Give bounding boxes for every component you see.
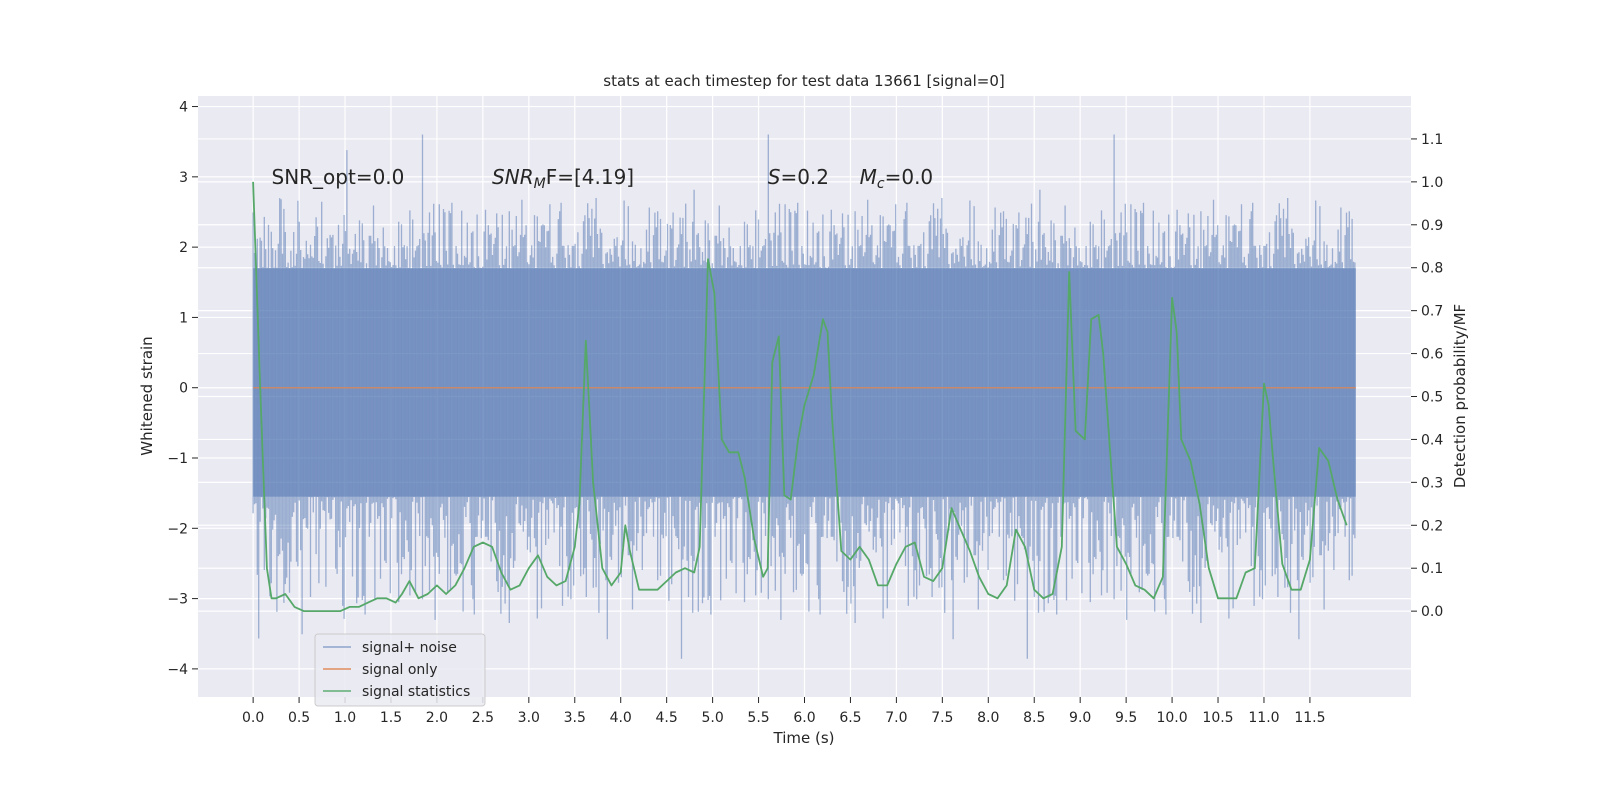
legend-label: signal statistics	[362, 684, 470, 700]
y-axis-right-ticks: 0.0 0.1 0.2 0.3 0.4 0.5 0.6 0.7 0.8 0.9 1.0 1.1	[1411, 132, 1443, 620]
x-axis-ticks: 0.0 0.5 1.0 1.5 2.0 2.5 3.0 3.5 4.0 4.5 5.0 5.5 6.0 6…	[242, 697, 1326, 726]
legend: signal+ noise signal only signal statistic…	[314, 633, 486, 707]
y-right-tick-label: 0.4	[1421, 432, 1443, 448]
x-tick-label: 0.5	[288, 710, 310, 726]
y-tick-label: −1	[167, 451, 188, 467]
x-tick-label: 10.5	[1202, 710, 1233, 726]
legend-label: signal+ noise	[362, 640, 457, 656]
x-tick-label: 0.0	[242, 710, 264, 726]
x-tick-label: 9.0	[1069, 710, 1091, 726]
x-tick-label: 10.0	[1156, 710, 1187, 726]
y-tick-label: 1	[179, 310, 188, 326]
x-axis-label: Time (s)	[773, 729, 835, 747]
y-tick-label: 2	[179, 240, 188, 256]
x-tick-label: 9.5	[1115, 710, 1137, 726]
stat-annotation: Mc=0.0	[860, 165, 934, 192]
y-tick-label: 3	[179, 170, 188, 186]
y-tick-label: −4	[167, 662, 188, 678]
x-tick-label: 8.5	[1023, 710, 1045, 726]
x-tick-label: 11.0	[1248, 710, 1279, 726]
x-tick-label: 6.0	[793, 710, 815, 726]
stat-annotation: SNRMF=[4.19]	[492, 165, 634, 192]
y-right-tick-label: 0.9	[1421, 218, 1443, 234]
y-axis-label: Whitened strain	[138, 336, 156, 455]
x-tick-label: 1.0	[334, 710, 356, 726]
y-tick-label: 4	[179, 100, 188, 116]
signal-statistics-line	[252, 181, 1348, 612]
chart-title: stats at each timestep for test data 136…	[603, 72, 1004, 90]
x-tick-label: 2.0	[426, 710, 448, 726]
x-tick-label: 3.0	[518, 710, 540, 726]
stat-annotation: S=0.2	[768, 165, 829, 189]
x-tick-label: 11.5	[1294, 710, 1325, 726]
x-tick-label: 5.0	[701, 710, 723, 726]
x-tick-label: 1.5	[380, 710, 402, 726]
x-tick-label: 3.5	[564, 710, 586, 726]
legend-box	[314, 633, 486, 707]
y-tick-label: 0	[179, 381, 188, 397]
x-tick-label: 4.5	[656, 710, 678, 726]
y-right-tick-label: 0.0	[1421, 604, 1443, 620]
x-tick-label: 2.5	[472, 710, 494, 726]
y-right-tick-label: 1.1	[1421, 132, 1443, 148]
x-tick-label: 4.0	[610, 710, 632, 726]
x-tick-label: 6.5	[839, 710, 861, 726]
y-right-tick-label: 0.3	[1421, 475, 1443, 491]
y-axis-left-ticks: −4 −3 −2 −1 0 1 2 3 4	[167, 100, 198, 678]
x-tick-label: 7.5	[931, 710, 953, 726]
x-tick-label: 8.0	[977, 710, 999, 726]
y-right-tick-label: 0.1	[1421, 561, 1443, 577]
y-tick-label: −3	[167, 592, 188, 608]
x-tick-label: 5.5	[747, 710, 769, 726]
annotations: SNR_opt=0.0 SNRMF=[4.19] S=0.2 Mc=0.0	[272, 165, 934, 192]
legend-label: signal only	[362, 662, 437, 678]
stat-annotation: SNR_opt=0.0	[272, 165, 405, 189]
y-right-tick-label: 0.6	[1421, 347, 1443, 363]
y-axis-right-label: Detection probability/MF	[1451, 304, 1469, 488]
y-right-tick-label: 0.8	[1421, 261, 1443, 277]
y-right-tick-label: 0.2	[1421, 518, 1443, 534]
y-right-tick-label: 1.0	[1421, 175, 1443, 191]
y-tick-label: −2	[167, 521, 188, 537]
signal-statistics-series	[252, 181, 1348, 612]
x-tick-label: 7.0	[885, 710, 907, 726]
y-right-tick-label: 0.5	[1421, 390, 1443, 406]
y-right-tick-label: 0.7	[1421, 304, 1443, 320]
